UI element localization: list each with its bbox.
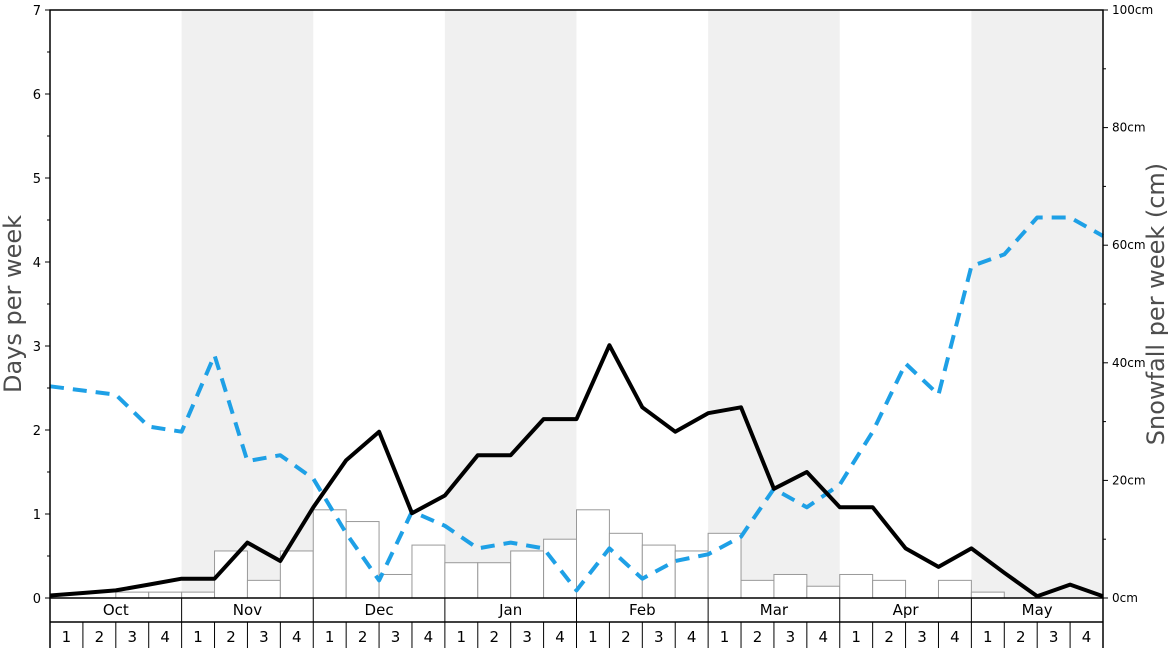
week-label: 3 xyxy=(127,628,137,646)
snowfall-bar xyxy=(279,550,314,599)
snowfall-bar xyxy=(510,550,545,599)
month-label: Oct xyxy=(103,601,129,619)
month-label: Feb xyxy=(629,601,656,619)
month-label: Nov xyxy=(233,601,262,619)
week-label: 4 xyxy=(555,628,565,646)
left-tick-label: 5 xyxy=(33,172,41,187)
sun-days-line xyxy=(49,215,1104,593)
month-label: May xyxy=(1022,601,1053,619)
snowfall-bar xyxy=(181,591,216,599)
left-tick-label: 6 xyxy=(33,88,41,103)
week-label: 3 xyxy=(654,628,664,646)
week-label: 4 xyxy=(687,628,697,646)
left-tick-label: 4 xyxy=(33,256,41,271)
week-label: 3 xyxy=(522,628,532,646)
week-label: 1 xyxy=(983,628,993,646)
x-axis-month-week: Oct 1 2 3 4 Nov 1 2 3 4 Dec 1 2 3 4 Jan 1 2 3 4 Feb 1 2 3 4 Mar 1 2… xyxy=(49,598,1104,648)
left-tick-label: 1 xyxy=(33,508,41,523)
week-label: 1 xyxy=(325,628,335,646)
snowfall-bar xyxy=(444,562,479,599)
week-label: 3 xyxy=(917,628,927,646)
snowfall-bar xyxy=(115,591,150,599)
week-label: 2 xyxy=(226,628,236,646)
left-tick-label: 2 xyxy=(33,424,41,439)
snowfall-bar xyxy=(970,591,1005,599)
month-shade xyxy=(971,10,1103,598)
week-label: 3 xyxy=(391,628,401,646)
left-axis-title: Days per week xyxy=(0,215,27,393)
month-shade xyxy=(444,10,577,598)
snowfall-bar xyxy=(148,591,183,599)
week-label: 1 xyxy=(193,628,203,646)
week-label: 3 xyxy=(1049,628,1059,646)
left-tick-label: 0 xyxy=(33,592,41,607)
snow-days-line xyxy=(49,343,1104,599)
week-label: 1 xyxy=(62,628,72,646)
month-shade xyxy=(181,10,314,598)
snowfall-bar xyxy=(543,538,577,599)
right-tick-label: 40cm xyxy=(1112,356,1146,370)
snowfall-bar xyxy=(411,544,446,599)
week-label: 2 xyxy=(884,628,894,646)
month-shading xyxy=(181,10,1103,598)
week-label: 2 xyxy=(358,628,368,646)
week-label: 4 xyxy=(292,628,302,646)
week-label: 4 xyxy=(819,628,829,646)
snowfall-bar xyxy=(378,573,413,599)
snowfall-bar xyxy=(707,532,742,599)
snowfall-bar xyxy=(872,579,907,599)
month-label: Dec xyxy=(365,601,394,619)
week-label: 4 xyxy=(950,628,960,646)
left-tick-label: 3 xyxy=(33,340,41,355)
right-tick-label: 20cm xyxy=(1112,473,1146,487)
snowfall-bar xyxy=(937,579,972,599)
left-tick-label: 7 xyxy=(33,4,41,19)
right-tick-label: 100cm xyxy=(1112,3,1153,17)
month-label: Jan xyxy=(498,601,522,619)
snowfall-bar xyxy=(246,579,281,599)
snowfall-bar xyxy=(839,573,874,599)
week-label: 1 xyxy=(457,628,467,646)
right-y-axis: 0cm 20cm 40cm 60cm 80cm 100cm xyxy=(1103,3,1153,605)
snowfall-bar xyxy=(773,573,808,599)
month-label: Apr xyxy=(893,601,920,619)
week-label: 2 xyxy=(489,628,499,646)
month-shade xyxy=(708,10,840,598)
week-label: 2 xyxy=(621,628,631,646)
week-label: 2 xyxy=(95,628,105,646)
right-tick-label: 80cm xyxy=(1112,121,1146,135)
week-label: 1 xyxy=(851,628,861,646)
snowfall-bars xyxy=(115,509,1005,599)
snowfall-bar xyxy=(477,562,512,599)
right-tick-label: 0cm xyxy=(1112,591,1138,605)
snowfall-bar xyxy=(806,585,841,599)
week-label: 3 xyxy=(259,628,269,646)
week-label: 1 xyxy=(720,628,730,646)
series-lines xyxy=(49,215,1104,599)
left-y-axis: 0 1 2 3 4 5 6 7 xyxy=(33,4,50,607)
week-label: 2 xyxy=(753,628,763,646)
week-label: 4 xyxy=(1082,628,1092,646)
snowfall-bar xyxy=(740,579,775,599)
week-label: 4 xyxy=(160,628,170,646)
week-label: 2 xyxy=(1016,628,1026,646)
month-label: Mar xyxy=(760,601,789,619)
week-label: 4 xyxy=(424,628,434,646)
week-label: 3 xyxy=(786,628,796,646)
week-label: 1 xyxy=(588,628,598,646)
right-axis-title: Snowfall per week (cm) xyxy=(1142,163,1168,445)
right-tick-label: 60cm xyxy=(1112,238,1146,252)
